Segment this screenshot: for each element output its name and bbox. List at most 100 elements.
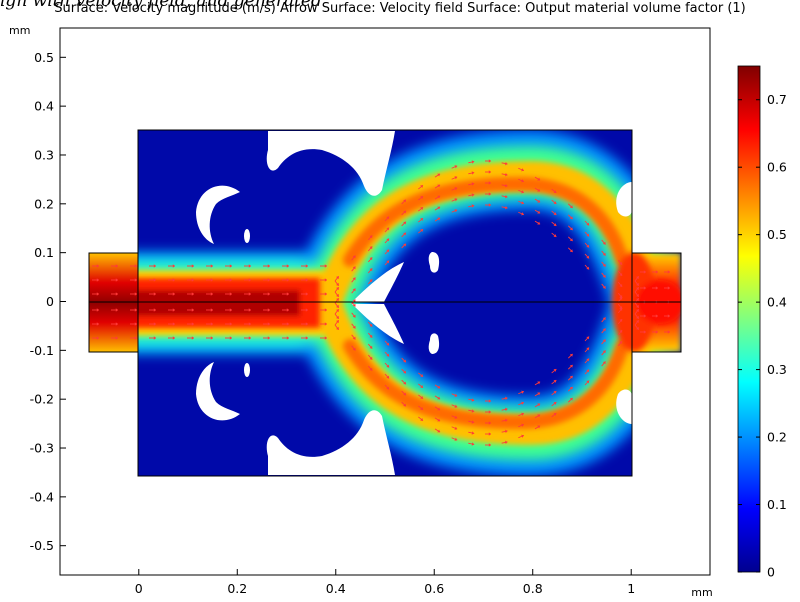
velocity-arrow [206, 264, 213, 268]
colorbar-tick-label: 0.6 [767, 160, 787, 175]
velocity-arrow [149, 278, 156, 282]
velocity-arrow [584, 264, 590, 270]
y-tick-label: -0.2 [30, 392, 54, 407]
velocity-arrow [518, 390, 525, 395]
velocity-arrow [244, 336, 251, 340]
velocity-arrow [225, 336, 232, 340]
velocity-arrow [401, 243, 407, 249]
velocity-arrow [351, 334, 356, 340]
velocity-arrow [601, 328, 606, 334]
velocity-arrow [601, 261, 606, 267]
velocity-arrow [640, 270, 646, 274]
colorbar-ticks: 0 0.1 0.2 0.3 0.4 0.5 0.6 0.7 [738, 92, 787, 580]
velocity-arrow [534, 187, 541, 192]
velocity-arrow [384, 249, 390, 255]
velocity-arrow [601, 250, 606, 256]
velocity-arrow [418, 184, 424, 190]
velocity-arrow [92, 264, 99, 268]
velocity-arrow [418, 195, 424, 201]
velocity-arrow [351, 301, 356, 307]
velocity-arrows [92, 159, 670, 447]
velocity-arrow [451, 415, 458, 419]
y-axis: -0.5 -0.4 -0.3 -0.2 -0.1 0 0.1 0.2 0.3 0.4 0.5 [30, 50, 66, 553]
velocity-arrow [551, 210, 557, 216]
y-axis-unit: mm [9, 24, 30, 37]
velocity-arrow [534, 176, 541, 181]
velocity-arrow [534, 381, 541, 386]
velocity-arrow [568, 203, 573, 209]
velocity-arrow [551, 412, 557, 418]
velocity-arrow [534, 198, 541, 203]
velocity-arrow [534, 425, 541, 430]
velocity-arrow [301, 322, 308, 326]
velocity-arrow [485, 181, 491, 185]
velocity-arrow [168, 292, 175, 296]
velocity-arrow [451, 393, 458, 397]
velocity-arrow [263, 322, 270, 326]
velocity-arrow [206, 278, 213, 282]
velocity-arrow [149, 336, 156, 340]
velocity-arrow [225, 264, 232, 268]
colorbar-tick-label: 0.3 [767, 362, 787, 377]
y-tick-label: 0.2 [34, 196, 54, 211]
velocity-arrow [584, 253, 590, 259]
velocity-arrow [568, 214, 573, 220]
velocity-arrow [485, 192, 491, 196]
velocity-arrow [187, 264, 194, 268]
velocity-arrow [149, 322, 156, 326]
velocity-arrow [485, 159, 491, 163]
velocity-arrow [418, 405, 424, 411]
colorbar-tick-label: 0.2 [767, 430, 787, 445]
velocity-arrow [501, 407, 508, 412]
velocity-arrow [130, 264, 137, 268]
velocity-arrow [263, 264, 270, 268]
velocity-arrow [634, 309, 640, 315]
velocity-arrow [418, 206, 424, 212]
colorbar-tick-label: 0.1 [767, 497, 787, 512]
velocity-arrow [384, 373, 390, 379]
velocity-arrow [282, 264, 289, 268]
velocity-arrow [130, 336, 137, 340]
velocity-arrow [206, 322, 213, 326]
velocity-arrow [301, 292, 308, 296]
velocity-arrow [244, 264, 251, 268]
velocity-arrow [501, 396, 508, 401]
velocity-arrow [351, 277, 356, 283]
velocity-arrow [568, 364, 573, 370]
y-tick-label: 0.5 [34, 50, 54, 65]
velocity-arrow [367, 257, 373, 263]
velocity-arrow [518, 189, 525, 194]
velocity-arrow [301, 308, 308, 312]
velocity-arrow [451, 426, 458, 430]
colorbar-tick-label: 0 [767, 565, 775, 580]
velocity-arrow [634, 276, 640, 282]
velocity-arrow [501, 172, 508, 177]
velocity-arrow [351, 266, 356, 272]
velocity-arrow [168, 308, 175, 312]
velocity-arrow [584, 242, 590, 248]
velocity-arrow [468, 160, 475, 164]
velocity-arrow [334, 287, 340, 293]
velocity-arrow [401, 401, 407, 407]
y-tick-label: 0.4 [34, 99, 54, 114]
velocity-arrow [434, 217, 441, 222]
velocity-arrow [263, 336, 270, 340]
velocity-arrow [584, 369, 590, 375]
velocity-arrow [111, 264, 118, 268]
velocity-arrow [534, 392, 541, 397]
velocity-arrow [601, 283, 606, 289]
velocity-arrow [367, 235, 373, 241]
velocity-arrow [282, 308, 289, 312]
velocity-arrow [187, 292, 194, 296]
velocity-arrow [634, 280, 640, 286]
velocity-arrow [485, 443, 491, 447]
velocity-arrow [640, 286, 646, 290]
y-tick-label: 0 [46, 294, 54, 309]
velocity-arrow [401, 390, 407, 396]
velocity-arrow [518, 167, 525, 172]
velocity-arrow [568, 353, 573, 359]
velocity-arrow [468, 193, 475, 197]
velocity-arrow [518, 401, 525, 406]
velocity-arrow [244, 292, 251, 296]
